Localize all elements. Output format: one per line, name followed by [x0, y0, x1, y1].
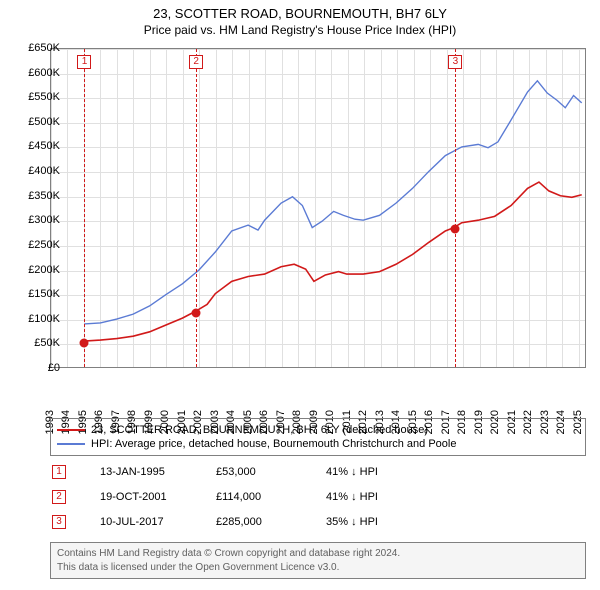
legend-swatch [57, 443, 85, 445]
sale-price: £285,000 [216, 516, 306, 528]
y-axis-label: £150K [10, 288, 60, 300]
sale-row: 1 13-JAN-1995 £53,000 41% ↓ HPI [50, 462, 586, 487]
sale-marker-tag: 1 [77, 55, 91, 69]
sale-date: 19-OCT-2001 [86, 491, 196, 503]
y-axis-label: £600K [10, 67, 60, 79]
chart-legend: 23, SCOTTER ROAD, BOURNEMOUTH, BH7 6LY (… [50, 418, 586, 456]
sale-date: 13-JAN-1995 [86, 466, 196, 478]
sale-row: 3 10-JUL-2017 £285,000 35% ↓ HPI [50, 512, 586, 537]
legend-label: 23, SCOTTER ROAD, BOURNEMOUTH, BH7 6LY (… [91, 424, 428, 436]
footer-line: Contains HM Land Registry data © Crown c… [57, 547, 579, 561]
legend-item: 23, SCOTTER ROAD, BOURNEMOUTH, BH7 6LY (… [57, 423, 579, 437]
sale-date: 10-JUL-2017 [86, 516, 196, 528]
chart-series [51, 49, 585, 367]
sale-marker-dot [451, 224, 460, 233]
sale-hpi-diff: 41% ↓ HPI [326, 466, 446, 478]
y-axis-label: £400K [10, 165, 60, 177]
sale-marker-tag: 3 [448, 55, 462, 69]
sale-price: £53,000 [216, 466, 306, 478]
chart-plot-area: 1 2 3 [50, 48, 586, 368]
y-axis-label: £50K [10, 337, 60, 349]
sale-hpi-diff: 35% ↓ HPI [326, 516, 446, 528]
sale-hpi-diff: 41% ↓ HPI [326, 491, 446, 503]
chart-subtitle: Price paid vs. HM Land Registry's House … [0, 21, 600, 43]
y-axis-label: £0 [10, 362, 60, 374]
sale-price: £114,000 [216, 491, 306, 503]
sales-table: 1 13-JAN-1995 £53,000 41% ↓ HPI 2 19-OCT-2001… [50, 462, 586, 537]
y-axis-label: £250K [10, 239, 60, 251]
legend-swatch [57, 429, 85, 431]
attribution-footer: Contains HM Land Registry data © Crown c… [50, 542, 586, 579]
legend-label: HPI: Average price, detached house, Bour… [91, 438, 456, 450]
sale-row: 2 19-OCT-2001 £114,000 41% ↓ HPI [50, 487, 586, 512]
y-axis-label: £100K [10, 313, 60, 325]
sale-marker-tag: 2 [189, 55, 203, 69]
y-axis-label: £550K [10, 91, 60, 103]
y-axis-label: £200K [10, 264, 60, 276]
sale-row-tag: 2 [52, 490, 66, 504]
y-axis-label: £450K [10, 140, 60, 152]
y-axis-label: £650K [10, 42, 60, 54]
sale-row-tag: 3 [52, 515, 66, 529]
y-axis-label: £350K [10, 190, 60, 202]
y-axis-label: £500K [10, 116, 60, 128]
chart-title: 23, SCOTTER ROAD, BOURNEMOUTH, BH7 6LY [0, 0, 600, 21]
y-axis-label: £300K [10, 214, 60, 226]
sale-marker-dot [192, 308, 201, 317]
sale-row-tag: 1 [52, 465, 66, 479]
footer-line: This data is licensed under the Open Gov… [57, 561, 579, 575]
sale-marker-dot [80, 338, 89, 347]
legend-item: HPI: Average price, detached house, Bour… [57, 437, 579, 451]
